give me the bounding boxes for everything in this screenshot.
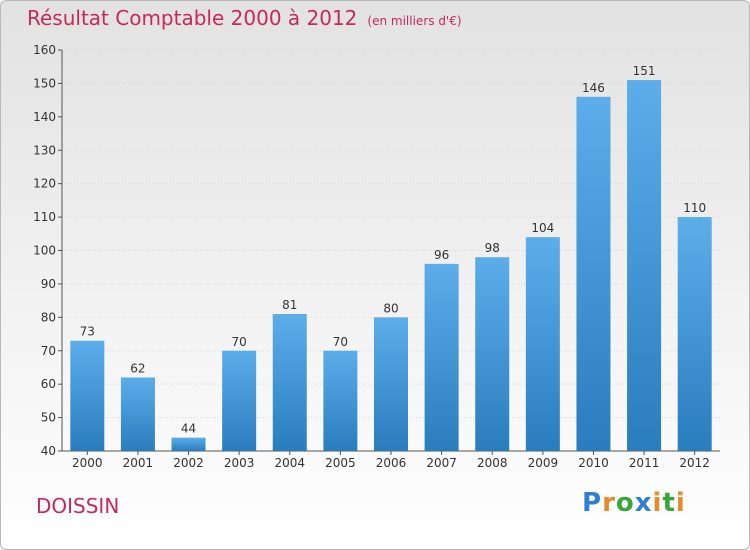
data-label: 70 (333, 335, 348, 349)
logo-letter: x (634, 488, 653, 518)
data-label: 44 (181, 422, 196, 436)
chart-title-text: Résultat Comptable 2000 à 2012 (27, 6, 358, 30)
data-label: 81 (282, 298, 297, 312)
y-tick-label: 70 (41, 344, 56, 358)
data-label: 151 (633, 64, 656, 78)
bar (525, 237, 560, 451)
x-tick-label: 2006 (376, 456, 407, 470)
proxiti-logo: Proxiti (582, 488, 686, 518)
bar (222, 350, 257, 451)
bar (120, 377, 155, 451)
logo-letter: o (615, 488, 635, 518)
data-label: 70 (232, 335, 247, 349)
x-tick-label: 2005 (325, 456, 356, 470)
x-tick-label: 2009 (528, 456, 559, 470)
x-tick-label: 2004 (274, 456, 305, 470)
bar (576, 96, 611, 452)
data-label: 96 (434, 248, 449, 262)
bar (171, 437, 206, 451)
data-label: 98 (485, 241, 500, 255)
bar (70, 340, 105, 451)
y-tick-label: 120 (33, 177, 56, 191)
bar (323, 350, 358, 451)
bar (627, 80, 662, 451)
x-tick-label: 2007 (426, 456, 457, 470)
bar (424, 263, 459, 451)
commune-name: DOISSIN (36, 494, 120, 518)
y-tick-label: 100 (33, 244, 56, 258)
y-tick-label: 80 (41, 310, 56, 324)
data-label: 104 (531, 221, 554, 235)
x-tick-label: 2002 (173, 456, 204, 470)
data-label: 62 (130, 361, 145, 375)
chart-title: Résultat Comptable 2000 à 2012 (en millie… (27, 6, 462, 30)
logo-letter: P (582, 488, 603, 518)
logo-letter: r (602, 488, 616, 518)
x-tick-label: 2012 (679, 456, 710, 470)
y-tick-label: 40 (41, 444, 56, 458)
data-label: 73 (80, 325, 95, 339)
bar (272, 313, 307, 451)
logo-letter: t (662, 488, 676, 518)
chart-subtitle: (en milliers d'€) (367, 14, 462, 28)
x-tick-label: 2003 (224, 456, 255, 470)
data-label: 146 (582, 81, 605, 95)
y-tick-label: 130 (33, 143, 56, 157)
logo-letter: i (675, 488, 686, 518)
data-label: 110 (683, 201, 706, 215)
data-label: 80 (383, 301, 398, 315)
bar (475, 257, 510, 451)
x-tick-label: 2000 (72, 456, 103, 470)
y-tick-label: 150 (33, 76, 56, 90)
y-tick-label: 60 (41, 377, 56, 391)
y-tick-label: 90 (41, 277, 56, 291)
y-tick-label: 140 (33, 110, 56, 124)
x-tick-label: 2008 (477, 456, 508, 470)
x-tick-label: 2010 (578, 456, 609, 470)
logo-letter: i (652, 488, 663, 518)
y-tick-label: 110 (33, 210, 56, 224)
y-tick-label: 50 (41, 411, 56, 425)
x-tick-label: 2001 (123, 456, 154, 470)
y-tick-label: 160 (33, 43, 56, 57)
bar (677, 217, 712, 451)
x-tick-label: 2011 (629, 456, 660, 470)
bar (374, 317, 408, 451)
